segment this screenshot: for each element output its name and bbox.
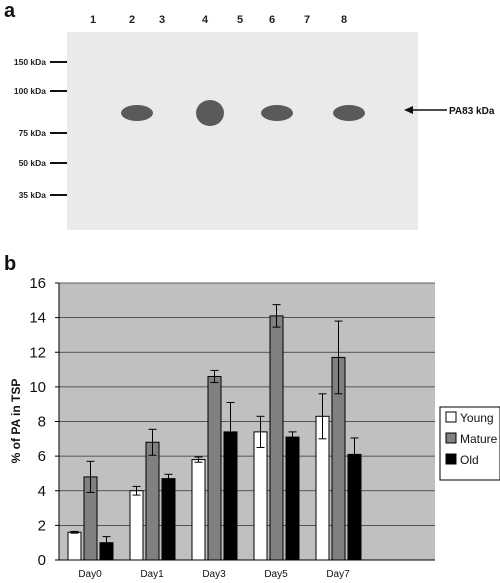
band-label: PA83 kDa bbox=[449, 106, 495, 117]
bar-young-day1 bbox=[129, 490, 144, 561]
y-tick-label: 8 bbox=[38, 414, 46, 431]
gridlines bbox=[59, 282, 435, 526]
marker-label: 35 kDa bbox=[19, 190, 47, 200]
lane-labels: 1 2 3 4 5 6 7 8 bbox=[90, 14, 347, 26]
x-tick-label: Day3 bbox=[202, 569, 226, 580]
error-bar bbox=[318, 393, 327, 440]
error-bar bbox=[102, 536, 111, 550]
error-bar bbox=[272, 304, 281, 328]
bar-young-day3 bbox=[191, 459, 206, 561]
lane-label: 6 bbox=[269, 14, 275, 26]
lane-label: 4 bbox=[202, 14, 209, 26]
error-bar bbox=[350, 437, 359, 472]
x-tick-label: Day7 bbox=[326, 569, 350, 580]
y-tick-label: 6 bbox=[38, 448, 46, 465]
bar-mature-day5 bbox=[269, 315, 284, 561]
y-tick-label: 12 bbox=[29, 344, 46, 361]
error-bar bbox=[148, 428, 157, 456]
error-bar bbox=[86, 460, 95, 493]
protein-band bbox=[261, 105, 293, 121]
x-tick-label: Day1 bbox=[140, 569, 164, 580]
legend-swatch bbox=[445, 411, 457, 423]
bar-old-day1 bbox=[161, 478, 176, 561]
lane-label: 7 bbox=[304, 14, 310, 26]
protein-band bbox=[333, 105, 365, 121]
protein-band bbox=[121, 105, 153, 121]
legend-swatch bbox=[445, 432, 457, 444]
x-tick-label: Day0 bbox=[78, 569, 102, 580]
marker-labels: 150 kDa 100 kDa 75 kDa 50 kDa 35 kDa bbox=[14, 57, 67, 200]
protein-bands bbox=[121, 100, 365, 126]
band-arrow bbox=[404, 106, 447, 114]
bar-mature-day1 bbox=[145, 441, 160, 561]
panel-b-letter: b bbox=[4, 253, 16, 275]
y-tick-labels: 0 2 4 6 8 10 12 14 16 bbox=[29, 275, 59, 569]
bar-old-day5 bbox=[285, 436, 300, 561]
error-bar bbox=[288, 431, 297, 443]
panel-a-letter: a bbox=[4, 0, 16, 22]
legend-swatch bbox=[445, 453, 457, 465]
protein-band bbox=[196, 100, 224, 126]
error-bar bbox=[70, 530, 79, 534]
x-tick-labels: Day0 Day1 Day3 Day5 Day7 bbox=[78, 569, 350, 580]
bar-young-day0 bbox=[67, 531, 82, 561]
y-tick-label: 16 bbox=[29, 275, 46, 292]
error-bar bbox=[226, 401, 235, 462]
error-bar bbox=[256, 415, 265, 448]
lane-label: 3 bbox=[159, 14, 165, 26]
blot-membrane bbox=[67, 32, 418, 230]
legend: Young Mature Old bbox=[439, 406, 500, 481]
y-tick-label: 0 bbox=[38, 552, 46, 569]
error-bar bbox=[132, 485, 141, 496]
lane-label: 2 bbox=[129, 14, 135, 26]
legend-label: Young bbox=[460, 411, 494, 425]
y-tick-label: 2 bbox=[38, 517, 46, 534]
error-bar bbox=[334, 320, 343, 395]
y-axis-label: % of PA in TSP bbox=[9, 379, 23, 464]
bar-young-day5 bbox=[253, 431, 268, 561]
error-bar bbox=[164, 473, 173, 484]
marker-label: 75 kDa bbox=[19, 128, 47, 138]
y-tick-label: 10 bbox=[29, 379, 46, 396]
y-tick-label: 14 bbox=[29, 310, 46, 327]
bars bbox=[67, 304, 362, 561]
x-tick-label: Day5 bbox=[264, 569, 288, 580]
lane-label: 1 bbox=[90, 14, 96, 26]
error-bar bbox=[210, 369, 219, 384]
marker-label: 150 kDa bbox=[14, 57, 46, 67]
marker-label: 50 kDa bbox=[19, 158, 47, 168]
y-tick-label: 4 bbox=[38, 483, 46, 500]
lane-label: 8 bbox=[341, 14, 347, 26]
legend-label: Old bbox=[460, 453, 479, 467]
error-bar bbox=[194, 456, 203, 463]
legend-label: Mature bbox=[460, 432, 498, 446]
bar-mature-day3 bbox=[207, 375, 222, 561]
lane-label: 5 bbox=[237, 14, 243, 26]
marker-label: 100 kDa bbox=[14, 86, 46, 96]
